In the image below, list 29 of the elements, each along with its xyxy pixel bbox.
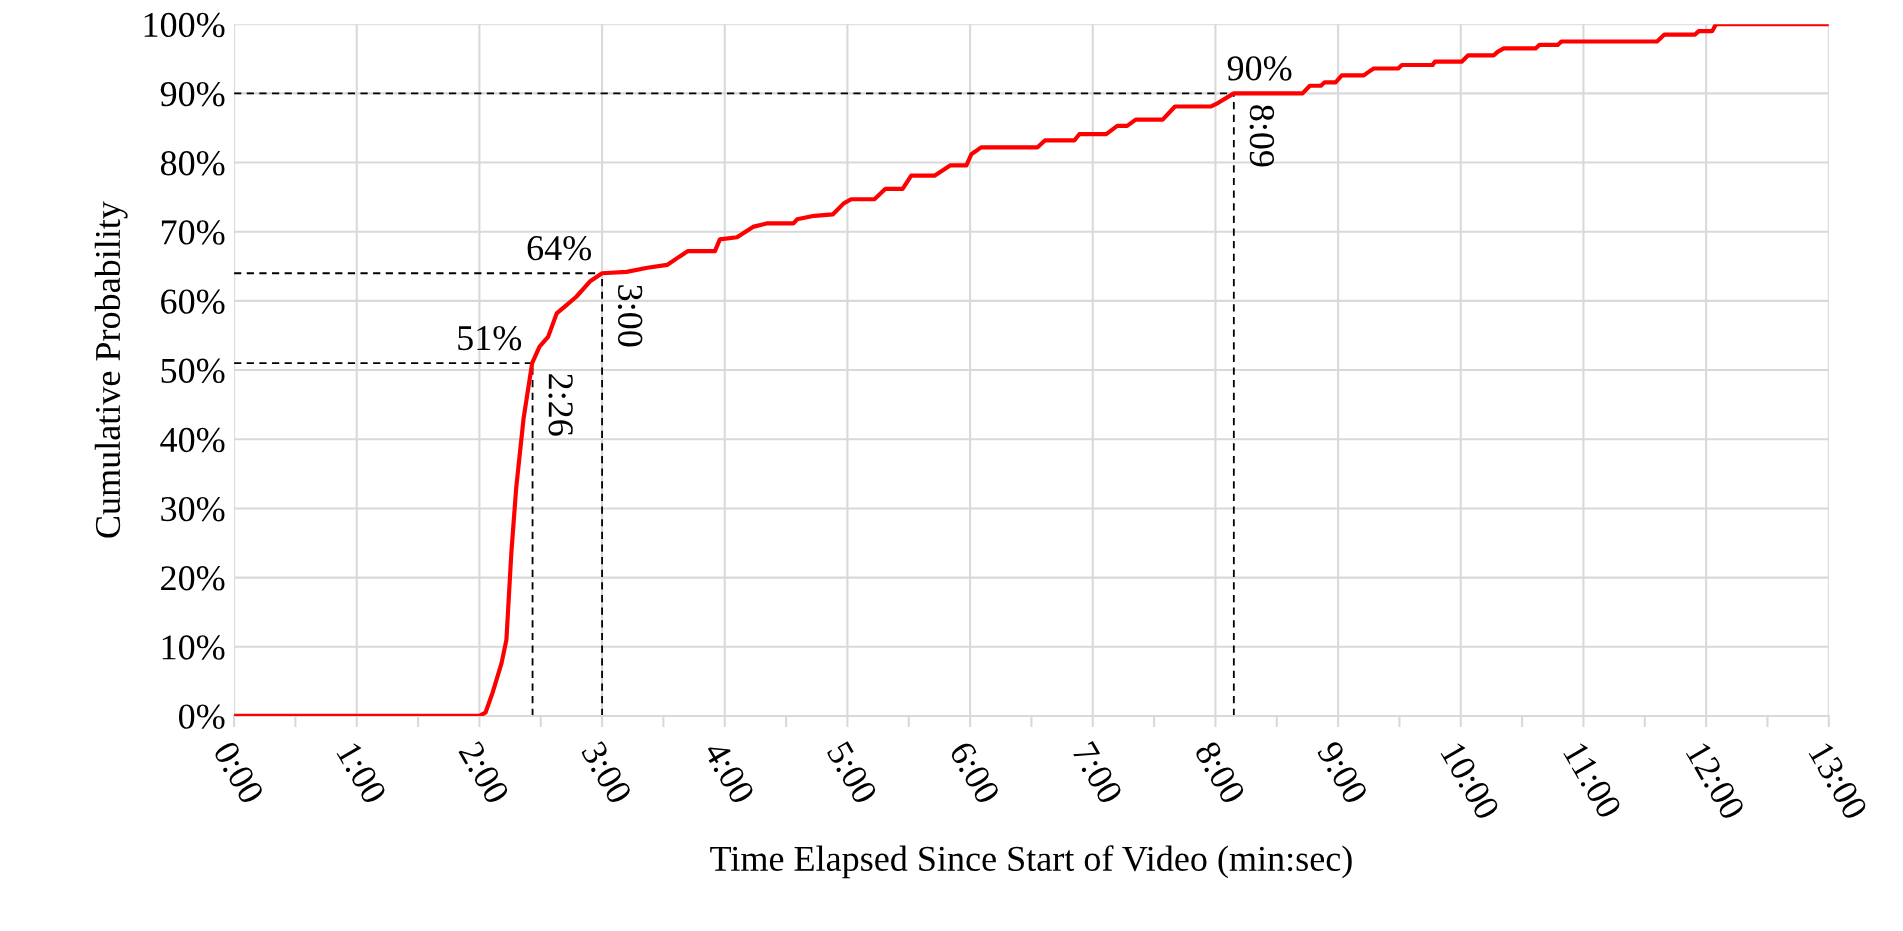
ref-line-label: 3:00: [617, 285, 643, 347]
y-tick-label: 10%: [162, 635, 225, 660]
y-tick-label: 80%: [160, 151, 225, 176]
y-tick-label: 30%: [161, 496, 225, 522]
x-tick-label: 8:00: [1193, 739, 1246, 806]
y-tick-label: 70%: [161, 220, 225, 245]
y-tick-label: 40%: [160, 427, 225, 453]
x-tick-label: 7:00: [1071, 740, 1124, 806]
x-axis-title: Time Elapsed Since Start of Video (min:sec): [710, 845, 1352, 879]
ref-line-label: 64%: [527, 235, 592, 261]
x-tick-label: 4:00: [702, 739, 756, 806]
ref-line-label: 8:09: [1249, 105, 1275, 167]
ref-line-label: 90%: [1227, 56, 1292, 81]
y-axis-title: Cumulative Probability: [94, 201, 128, 538]
x-tick-label: 5:00: [826, 740, 878, 806]
y-tick-label: 60%: [161, 289, 225, 314]
x-tick-label: 2:00: [458, 740, 510, 806]
y-tick-label: 20%: [161, 566, 225, 591]
ref-line-label: 2:26: [548, 374, 573, 436]
y-tick-label: 50%: [161, 358, 225, 384]
y-tick-label: 0%: [178, 704, 225, 729]
x-tick-label: 3:00: [580, 740, 633, 806]
x-tick-label: 6:00: [948, 740, 1001, 806]
y-tick-label: 100%: [144, 12, 225, 38]
y-tick-label: 90%: [160, 81, 225, 107]
x-tick-label: 1:00: [336, 741, 388, 806]
x-tick-label: 0:00: [212, 739, 265, 806]
x-tick-label: 9:00: [1316, 739, 1369, 806]
ref-line-label: 51%: [458, 325, 522, 351]
